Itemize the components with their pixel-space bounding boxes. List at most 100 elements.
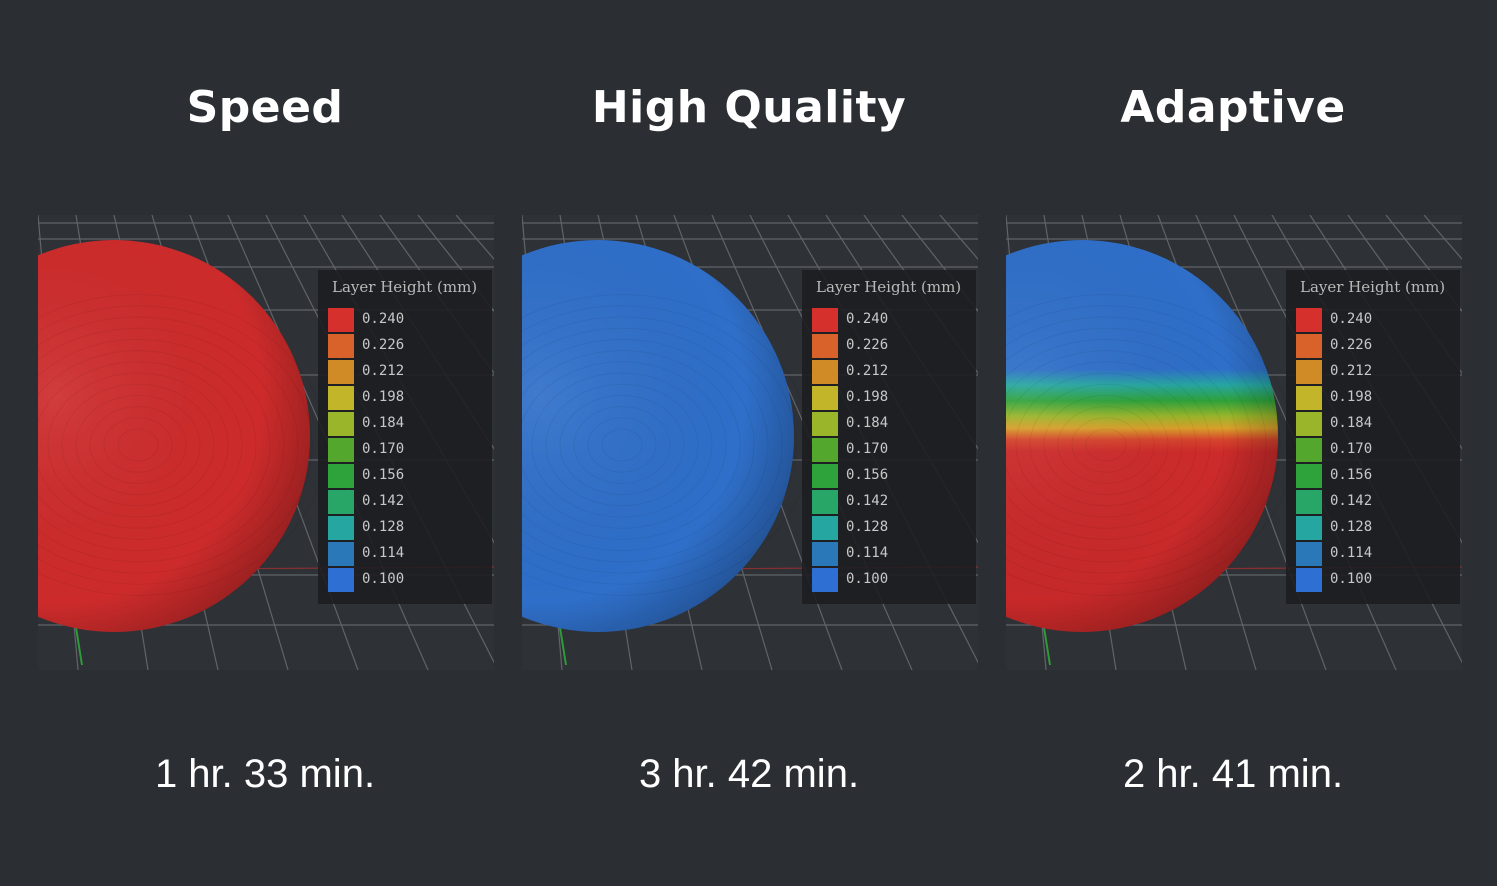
layer-ring [1006,361,1211,529]
legend-swatch [328,542,354,566]
layer-ring [1085,428,1127,462]
layer-ring [38,350,257,540]
legend-swatch [1296,490,1322,514]
legend-value: 0.184 [362,415,405,431]
layer-height-legend: Layer Height (mm) 0.240 0.226 0.212 0.198 0.… [1286,270,1460,604]
layer-ring [1029,383,1183,507]
legend-entry: 0.170 [812,438,972,462]
legend-entry: 0.240 [328,308,488,332]
legend-entry: 0.226 [328,334,488,358]
legend-swatch [1296,308,1322,332]
legend-entry: 0.114 [1296,542,1456,566]
legend-entry: 0.198 [328,386,488,410]
legend-entry: 0.156 [328,464,488,488]
legend-swatch [328,360,354,384]
legend-value: 0.198 [1330,389,1373,405]
legend-value: 0.156 [1330,467,1373,483]
legend-swatch [812,360,838,384]
legend-swatch [812,490,838,514]
legend-value: 0.212 [1330,363,1373,379]
legend-value: 0.184 [846,415,889,431]
print-time: 2 hr. 41 min. [1122,752,1344,796]
legend-swatch [812,386,838,410]
legend-swatch [1296,386,1322,410]
legend-entry: 0.142 [328,490,488,514]
layer-ring [1071,417,1141,473]
legend-value: 0.128 [846,519,889,535]
legend-swatch [328,308,354,332]
layer-ring [47,372,229,518]
legend-value: 0.226 [846,337,889,353]
legend-swatch [1296,516,1322,540]
sphere-shading [38,240,310,632]
panel-title: High Quality [591,82,907,133]
layer-ring [1006,350,1225,540]
legend-entry: 0.198 [1296,386,1456,410]
legend-entry: 0.128 [1296,516,1456,540]
legend-swatch [328,464,354,488]
layer-ring [1015,372,1197,518]
print-time: 1 hr. 33 min. [154,752,376,796]
legend-value: 0.114 [362,545,405,561]
legend-value: 0.240 [1330,311,1373,327]
legend-entry: 0.184 [1296,412,1456,436]
legend-swatch [1296,542,1322,566]
legend-title: Layer Height (mm) [332,278,478,296]
legend-title: Layer Height (mm) [1300,278,1446,296]
layer-ring [1006,327,1253,563]
layer-ring [38,338,271,552]
legend-entry: 0.212 [1296,360,1456,384]
legend-entry: 0.170 [1296,438,1456,462]
legend-entry: 0.142 [812,490,972,514]
legend-value: 0.156 [362,467,405,483]
legend-value: 0.114 [846,545,889,561]
legend-value: 0.198 [362,389,405,405]
layer-ring [531,372,713,518]
legend-value: 0.170 [362,441,405,457]
legend-entry: 0.226 [812,334,972,358]
legend-value: 0.156 [846,467,889,483]
layer-ring [601,428,643,462]
layer-ring [522,327,769,563]
legend-entry: 0.184 [812,412,972,436]
layer-ring [545,383,699,507]
sphere-shading [522,240,794,632]
layer-ring [38,361,243,529]
legend-value: 0.170 [1330,441,1373,457]
layer-ring [522,361,727,529]
legend-swatch [812,464,838,488]
model-viewport: Layer Height (mm) 0.240 0.226 0.212 0.198 0.… [1006,215,1462,670]
legend-entry: 0.226 [1296,334,1456,358]
legend-entry: 0.156 [812,464,972,488]
legend-value: 0.212 [846,363,889,379]
layer-ring [89,406,187,484]
legend-entry: 0.142 [1296,490,1456,514]
legend-entry: 0.114 [812,542,972,566]
legend-swatch [328,386,354,410]
legend-value: 0.198 [846,389,889,405]
legend-swatch [812,334,838,358]
layer-ring [61,383,215,507]
legend-value: 0.142 [846,493,889,509]
legend-swatch [1296,464,1322,488]
legend-entry: 0.240 [812,308,972,332]
legend-value: 0.128 [1330,519,1373,535]
legend-swatch [812,568,838,592]
layer-height-legend: Layer Height (mm) 0.240 0.226 0.212 0.198 0.… [318,270,492,604]
legend-value: 0.170 [846,441,889,457]
high-quality-panel: High Quality Layer Height (mm) 0.240 0.22… [514,0,984,886]
legend-value: 0.226 [362,337,405,353]
legend-value: 0.240 [846,311,889,327]
sphere-model [522,240,811,632]
layer-ring [1057,406,1155,484]
legend-entry: 0.198 [812,386,972,410]
sphere-shading [1006,240,1278,632]
legend-value: 0.100 [846,571,889,587]
legend-swatch [328,568,354,592]
legend-swatch [328,438,354,462]
layer-ring [38,316,299,574]
legend-entry: 0.240 [1296,308,1456,332]
legend-entry: 0.170 [328,438,488,462]
layer-ring [522,316,783,574]
layer-texture [1006,294,1295,596]
